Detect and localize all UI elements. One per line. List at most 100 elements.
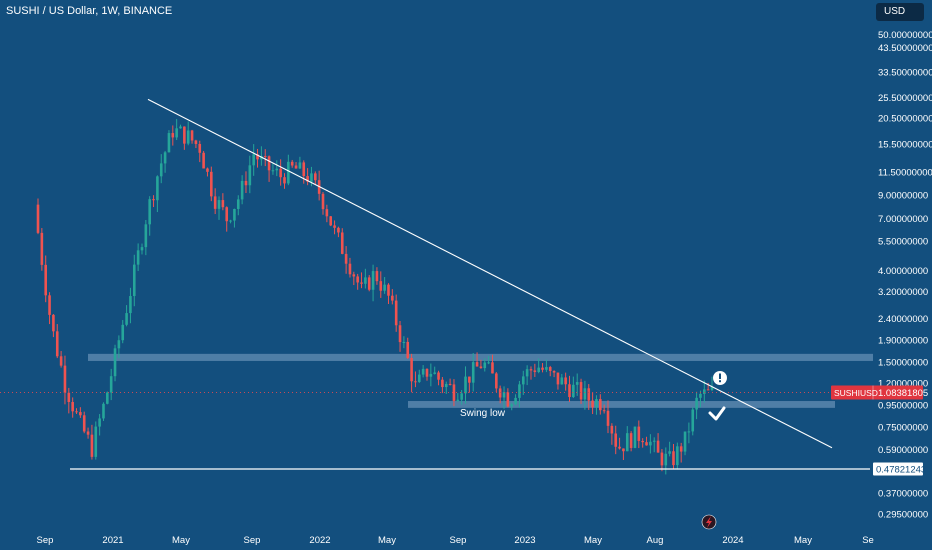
candle: [656, 433, 660, 453]
y-tick-label: 4.00000000: [878, 266, 928, 277]
candle: [452, 379, 456, 407]
candle: [40, 228, 44, 271]
y-tick-label: 1.90000000: [878, 336, 928, 347]
candle: [468, 376, 471, 393]
candle: [206, 167, 209, 177]
candle: [595, 395, 598, 415]
candle: [406, 337, 410, 359]
y-tick-label: 50.00000000: [878, 30, 932, 41]
candle: [679, 442, 683, 463]
candle: [86, 427, 90, 439]
candle: [421, 365, 425, 378]
x-tick-label: May: [584, 535, 602, 546]
candle: [444, 381, 448, 394]
candle: [48, 292, 51, 325]
trendline: [147, 98, 833, 449]
candle: [367, 275, 371, 292]
candle: [198, 140, 202, 163]
candle: [340, 228, 344, 255]
y-tick-label: 0.95000000: [878, 400, 928, 411]
candle: [560, 373, 564, 385]
currency-button[interactable]: USD: [876, 3, 924, 21]
chart-title: SUSHI / US Dollar, 1W, BINANCE: [6, 5, 173, 17]
candle: [429, 363, 433, 387]
candle: [525, 365, 529, 386]
candle: [113, 344, 117, 382]
candle: [63, 355, 67, 405]
symbol-label: SUSHIUSD: [834, 388, 878, 398]
candle: [82, 411, 86, 434]
candle: [348, 257, 352, 278]
y-tick-label: 3.20000000: [878, 287, 928, 298]
candle: [148, 196, 151, 236]
candle: [602, 404, 606, 414]
candle: [479, 359, 483, 369]
candle: [456, 393, 460, 403]
candle: [587, 384, 591, 410]
candle: [360, 272, 363, 289]
candle: [614, 425, 618, 455]
candle: [610, 423, 614, 445]
check-icon: [708, 406, 726, 421]
x-tick-label: 2024: [722, 535, 743, 546]
candle: [672, 443, 675, 469]
candle: [572, 376, 575, 398]
y-tick-label: 1.20000000: [878, 379, 928, 390]
candle: [271, 163, 275, 175]
candle: [267, 155, 271, 182]
y-tick-label: 5.50000000: [878, 236, 928, 247]
candle: [483, 358, 487, 372]
candle: [329, 215, 333, 227]
y-tick-label: 1.50000000: [878, 358, 928, 369]
candle: [213, 188, 217, 215]
candle: [676, 442, 679, 470]
candle: [283, 173, 286, 189]
candle: [136, 243, 140, 272]
y-tick-label: 11.50000000: [878, 167, 932, 178]
candle: [599, 394, 602, 415]
candle: [541, 363, 544, 373]
candle: [171, 125, 175, 146]
current-price-tag: SUSHIUSD 1.08381805: [831, 385, 928, 400]
candle: [152, 195, 155, 208]
x-tick-label: 2023: [514, 535, 535, 546]
alert-icon[interactable]: [713, 371, 727, 385]
candle: [98, 414, 101, 436]
candle: [383, 277, 386, 294]
candle: [337, 226, 340, 238]
candle: [425, 368, 429, 381]
candle: [687, 422, 691, 444]
candle: [514, 394, 517, 406]
candle: [275, 160, 279, 177]
x-tick-label: 2021: [102, 535, 123, 546]
candle: [652, 437, 656, 453]
candle: [633, 426, 637, 449]
candle: [302, 160, 306, 184]
candle: [71, 397, 74, 418]
y-tick-label: 7.00000000: [878, 214, 928, 225]
candle: [529, 366, 533, 380]
candle: [579, 378, 583, 404]
x-tick-label: Sep: [244, 535, 261, 546]
candle: [510, 402, 514, 411]
candle: [225, 206, 229, 232]
y-tick-label: 9.00000000: [878, 190, 928, 201]
support-price-label: 0.47821243: [876, 465, 926, 476]
x-tick-label: 2022: [309, 535, 330, 546]
candle: [144, 220, 148, 256]
candle: [52, 314, 55, 338]
x-tick-label: Sep: [37, 535, 54, 546]
candle: [618, 437, 621, 450]
candle: [67, 387, 71, 414]
candle: [163, 150, 167, 173]
candle: [533, 363, 537, 377]
candle: [521, 370, 525, 395]
candle: [460, 389, 463, 405]
candle: [190, 129, 194, 144]
candle: [564, 372, 567, 391]
candle: [545, 359, 548, 373]
y-tick-label: 33.50000000: [878, 68, 932, 79]
lightning-icon[interactable]: [701, 514, 717, 530]
